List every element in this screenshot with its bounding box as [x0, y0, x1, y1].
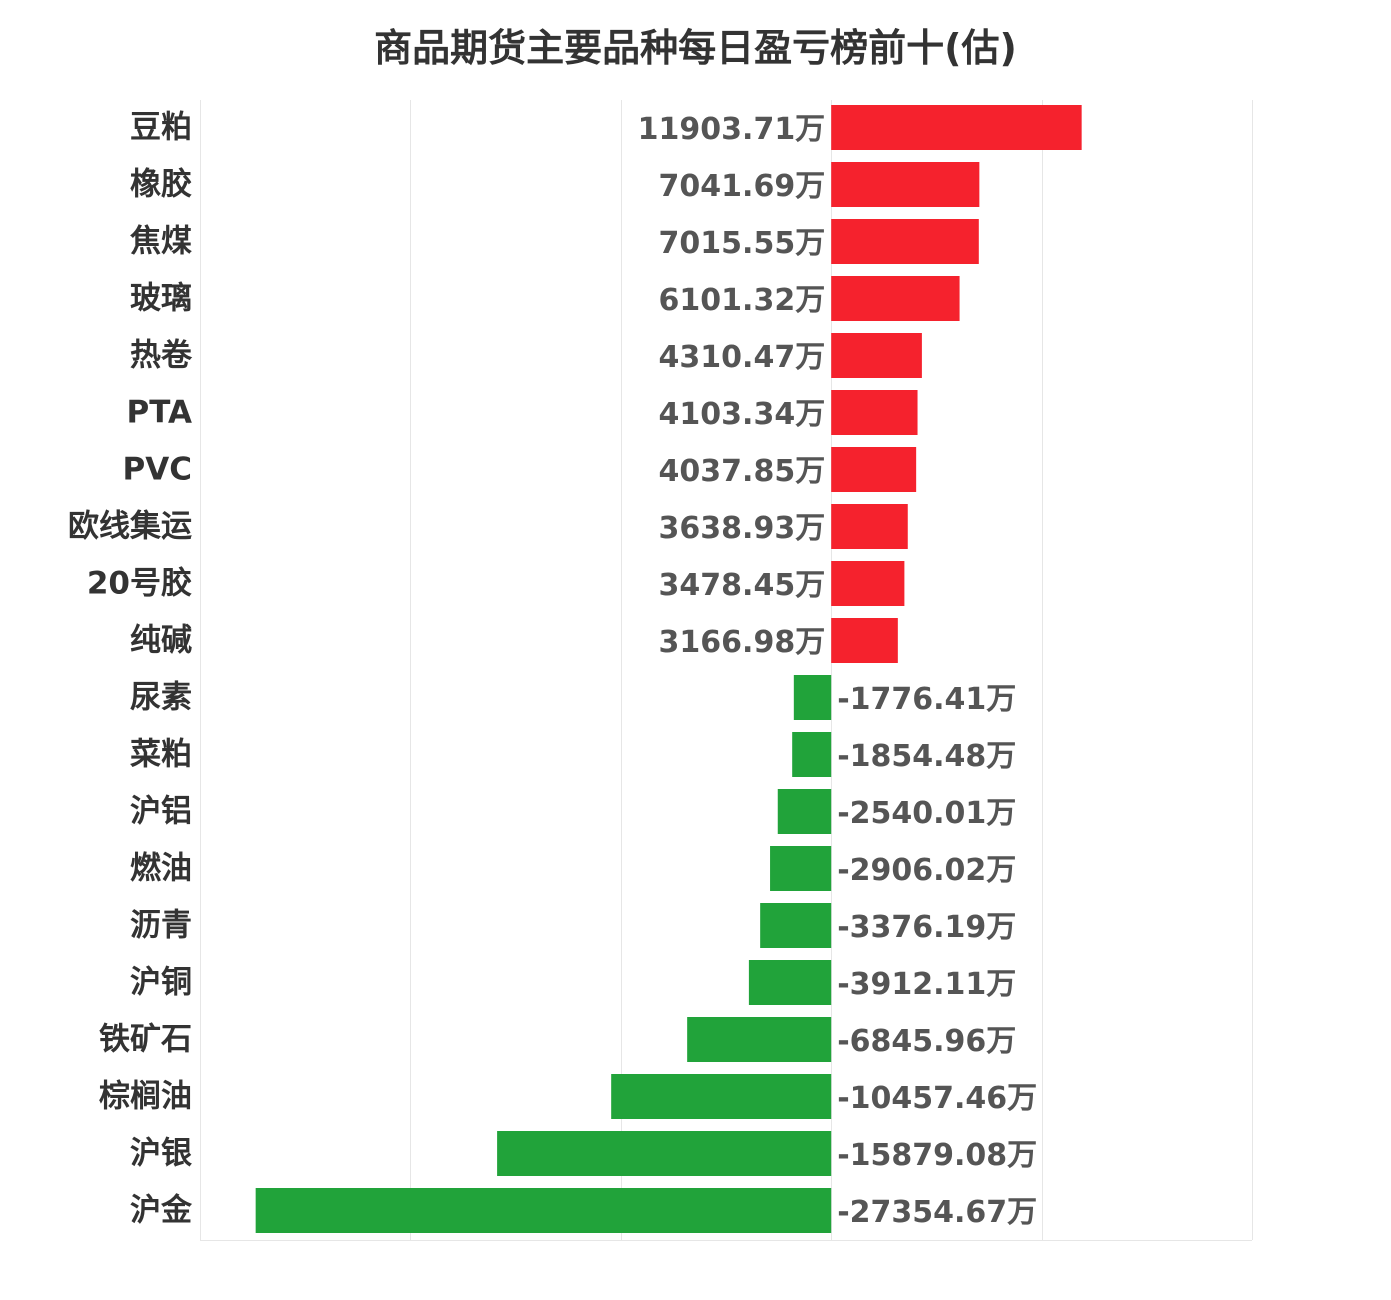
bar-profit — [831, 105, 1082, 150]
value-label: -27354.67万 — [837, 1195, 1037, 1230]
value-label: 3166.98万 — [659, 625, 826, 660]
category-label: 沪铝 — [130, 794, 192, 830]
category-label: 玻璃 — [130, 281, 192, 317]
bar-profit — [831, 276, 960, 321]
value-label: -3912.11万 — [837, 967, 1016, 1002]
value-label: 4310.47万 — [659, 340, 826, 375]
category-label: 沪银 — [130, 1136, 192, 1172]
bar-loss — [793, 675, 832, 720]
category-label: 沪金 — [130, 1193, 193, 1229]
bar-loss — [687, 1017, 832, 1062]
value-label: 3638.93万 — [659, 511, 826, 546]
value-label: -2540.01万 — [837, 796, 1016, 831]
category-label: 橡胶 — [130, 167, 192, 203]
value-label: -15879.08万 — [837, 1138, 1037, 1173]
value-label: -1854.48万 — [837, 739, 1016, 774]
value-label: 11903.71万 — [638, 112, 826, 147]
category-label: 铁矿石 — [99, 1022, 192, 1058]
chart-title: 商品期货主要品种每日盈亏榜前十(估) — [374, 26, 1017, 70]
category-label: 沥青 — [130, 908, 192, 944]
category-label: 菜粕 — [130, 737, 192, 773]
bar-loss — [611, 1074, 832, 1119]
category-label: 热卷 — [130, 338, 193, 374]
bar-profit — [831, 219, 979, 264]
bars — [255, 105, 1082, 1233]
bar-loss — [777, 789, 832, 834]
category-label: 沪铜 — [130, 965, 192, 1001]
value-label: -3376.19万 — [837, 910, 1016, 945]
category-label: 尿素 — [130, 680, 192, 716]
category-label: 欧线集运 — [68, 509, 192, 545]
bar-loss — [497, 1131, 832, 1176]
value-label: -6845.96万 — [837, 1024, 1016, 1059]
bar-loss — [748, 960, 832, 1005]
value-label: 6101.32万 — [659, 283, 826, 318]
bar-profit — [831, 618, 898, 663]
bar-loss — [760, 903, 832, 948]
category-label: 棕榈油 — [99, 1079, 192, 1115]
bar-loss — [255, 1188, 832, 1233]
category-label: PVC — [123, 452, 192, 488]
bar-profit — [831, 504, 908, 549]
value-label: -1776.41万 — [837, 682, 1016, 717]
category-label: 20号胶 — [87, 566, 192, 602]
value-label: 4103.34万 — [659, 397, 826, 432]
bar-profit — [831, 561, 905, 606]
value-label: 3478.45万 — [659, 568, 826, 603]
value-label: -2906.02万 — [837, 853, 1016, 888]
category-label: PTA — [127, 395, 192, 431]
bar-loss — [770, 846, 832, 891]
category-label: 豆粕 — [130, 110, 192, 146]
value-label: 4037.85万 — [659, 454, 826, 489]
value-label: -10457.46万 — [837, 1081, 1037, 1116]
bar-profit — [831, 447, 917, 492]
category-label: 纯碱 — [130, 623, 192, 659]
value-label: 7041.69万 — [659, 169, 826, 204]
category-label: 燃油 — [130, 851, 192, 887]
bar-profit — [831, 162, 980, 207]
grid-lines — [200, 100, 1253, 1241]
category-label: 焦煤 — [130, 224, 192, 260]
bar-profit — [831, 333, 922, 378]
bar-profit — [831, 390, 918, 435]
value-label: 7015.55万 — [659, 226, 826, 261]
bar-loss — [792, 732, 832, 777]
